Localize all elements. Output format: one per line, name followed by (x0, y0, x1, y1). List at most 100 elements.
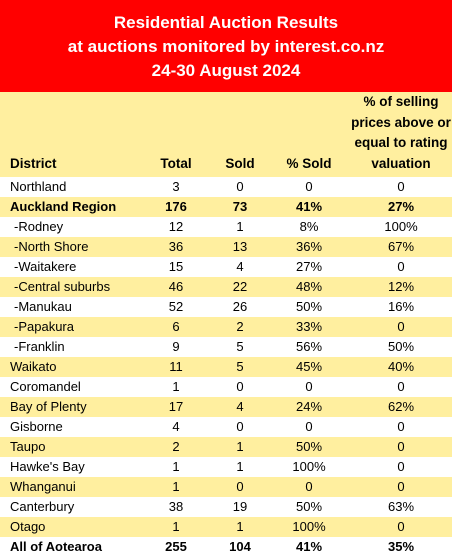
pct-above-valuation-cell: 0 (397, 519, 405, 534)
pct-above-valuation-cell: 0 (397, 419, 405, 434)
sold-cell: 1 (236, 219, 244, 234)
table-row: Whanganui 1 0 0 0 (0, 477, 452, 497)
district-cell: Canterbury (10, 499, 75, 514)
table-row: Otago 1 1 100% 0 (0, 517, 452, 537)
table-row: Hawke's Bay 1 1 100% 0 (0, 457, 452, 477)
district-cell: Waikato (10, 359, 57, 374)
pct-sold-cell: 45% (295, 359, 323, 374)
sold-cell: 5 (236, 339, 244, 354)
sold-cell: 0 (236, 379, 244, 394)
district-cell: All of Aotearoa (10, 539, 102, 554)
sold-cell: 0 (236, 479, 244, 494)
sold-cell: 13 (232, 239, 248, 254)
table-row: -Papakura 6 2 33% 0 (0, 317, 452, 337)
title-banner: Residential Auction Results at auctions … (0, 0, 452, 92)
pct-above-valuation-cell: 0 (397, 479, 405, 494)
header-row: District Total Sold % Sold % of selling … (0, 92, 452, 177)
table-row: -Waitakere 15 4 27% 0 (0, 257, 452, 277)
pct-above-valuation-cell: 63% (387, 499, 415, 514)
pct-above-valuation-cell: 62% (387, 399, 415, 414)
sold-cell: 19 (232, 499, 248, 514)
table-row: Auckland Region 176 73 41% 27% (0, 197, 452, 217)
pct-sold-cell: 100% (292, 519, 326, 534)
sold-cell: 1 (236, 459, 244, 474)
district-cell: Whanganui (10, 479, 76, 494)
pct-above-valuation-cell: 100% (384, 219, 418, 234)
total-cell: 38 (168, 499, 184, 514)
pct-above-valuation-cell: 0 (397, 319, 405, 334)
district-cell: Bay of Plenty (10, 399, 87, 414)
total-cell: 1 (172, 379, 180, 394)
district-cell: Otago (10, 519, 46, 534)
pct-above-valuation-cell: 0 (397, 459, 405, 474)
sold-cell: 1 (236, 439, 244, 454)
pct-sold-cell: 0 (305, 419, 313, 434)
district-cell: -Rodney (14, 219, 64, 234)
district-cell: -Papakura (14, 319, 74, 334)
sold-cell: 104 (229, 539, 251, 554)
total-cell: 1 (172, 519, 180, 534)
total-cell: 4 (172, 419, 180, 434)
district-cell: Auckland Region (10, 199, 117, 214)
sold-cell: 26 (232, 299, 248, 314)
total-cell: 3 (172, 179, 180, 194)
district-cell: -Manukau (14, 299, 72, 314)
pct-sold-cell: 41% (295, 199, 323, 214)
total-cell: 176 (165, 199, 187, 214)
table-row: Bay of Plenty 17 4 24% 62% (0, 397, 452, 417)
table-row: Northland 3 0 0 0 (0, 177, 452, 197)
header-pct-above-valuation: % of selling prices above or equal to ra… (350, 92, 452, 177)
table-row: -Central suburbs 46 22 48% 12% (0, 277, 452, 297)
total-cell: 36 (168, 239, 184, 254)
pct-sold-cell: 36% (295, 239, 323, 254)
table-row: All of Aotearoa 255 104 41% 35% (0, 537, 452, 557)
header-pct-above-line-3: equal to rating (354, 135, 448, 150)
total-cell: 6 (172, 319, 180, 334)
pct-above-valuation-cell: 35% (387, 539, 415, 554)
pct-sold-cell: 41% (295, 539, 323, 554)
header-total: Total (160, 155, 192, 171)
total-cell: 1 (172, 479, 180, 494)
sold-cell: 73 (232, 199, 248, 214)
total-cell: 2 (172, 439, 180, 454)
sold-cell: 4 (236, 259, 244, 274)
sold-cell: 2 (236, 319, 244, 334)
district-cell: Gisborne (10, 419, 63, 434)
total-cell: 11 (169, 359, 183, 374)
table-row: -North Shore 36 13 36% 67% (0, 237, 452, 257)
total-cell: 46 (168, 279, 184, 294)
pct-above-valuation-cell: 0 (397, 179, 405, 194)
total-cell: 9 (172, 339, 180, 354)
table-row: Waikato 11 5 45% 40% (0, 357, 452, 377)
table-row: Canterbury 38 19 50% 63% (0, 497, 452, 517)
pct-sold-cell: 33% (295, 319, 323, 334)
header-district: District (10, 155, 57, 171)
pct-sold-cell: 0 (305, 379, 313, 394)
pct-above-valuation-cell: 67% (387, 239, 415, 254)
header-pct-above-line-2: prices above or (351, 114, 451, 130)
title-line-2: at auctions monitored by interest.co.nz (67, 37, 385, 56)
pct-sold-cell: 24% (295, 399, 323, 414)
pct-sold-cell: 0 (305, 479, 313, 494)
district-cell: -Franklin (14, 339, 65, 354)
pct-sold-cell: 100% (292, 459, 326, 474)
total-cell: 17 (168, 399, 184, 414)
table-row: Taupo 2 1 50% 0 (0, 437, 452, 457)
district-cell: Taupo (10, 439, 46, 454)
pct-sold-cell: 50% (295, 439, 323, 454)
total-cell: 52 (168, 299, 184, 314)
total-cell: 255 (165, 539, 187, 554)
title-line-3: 24-30 August 2024 (151, 61, 301, 80)
sold-cell: 22 (232, 279, 248, 294)
district-cell: -North Shore (14, 239, 89, 254)
pct-above-valuation-cell: 12% (387, 279, 415, 294)
total-cell: 1 (172, 459, 180, 474)
district-cell: Coromandel (10, 379, 81, 394)
pct-above-valuation-cell: 27% (387, 199, 415, 214)
table-body: Northland 3 0 0 0 Auckland Region 176 73 41% 27% -… (0, 177, 452, 557)
pct-sold-cell: 8% (299, 219, 319, 234)
sold-cell: 4 (236, 399, 244, 414)
pct-above-valuation-cell: 40% (387, 359, 415, 374)
sold-cell: 0 (236, 179, 244, 194)
